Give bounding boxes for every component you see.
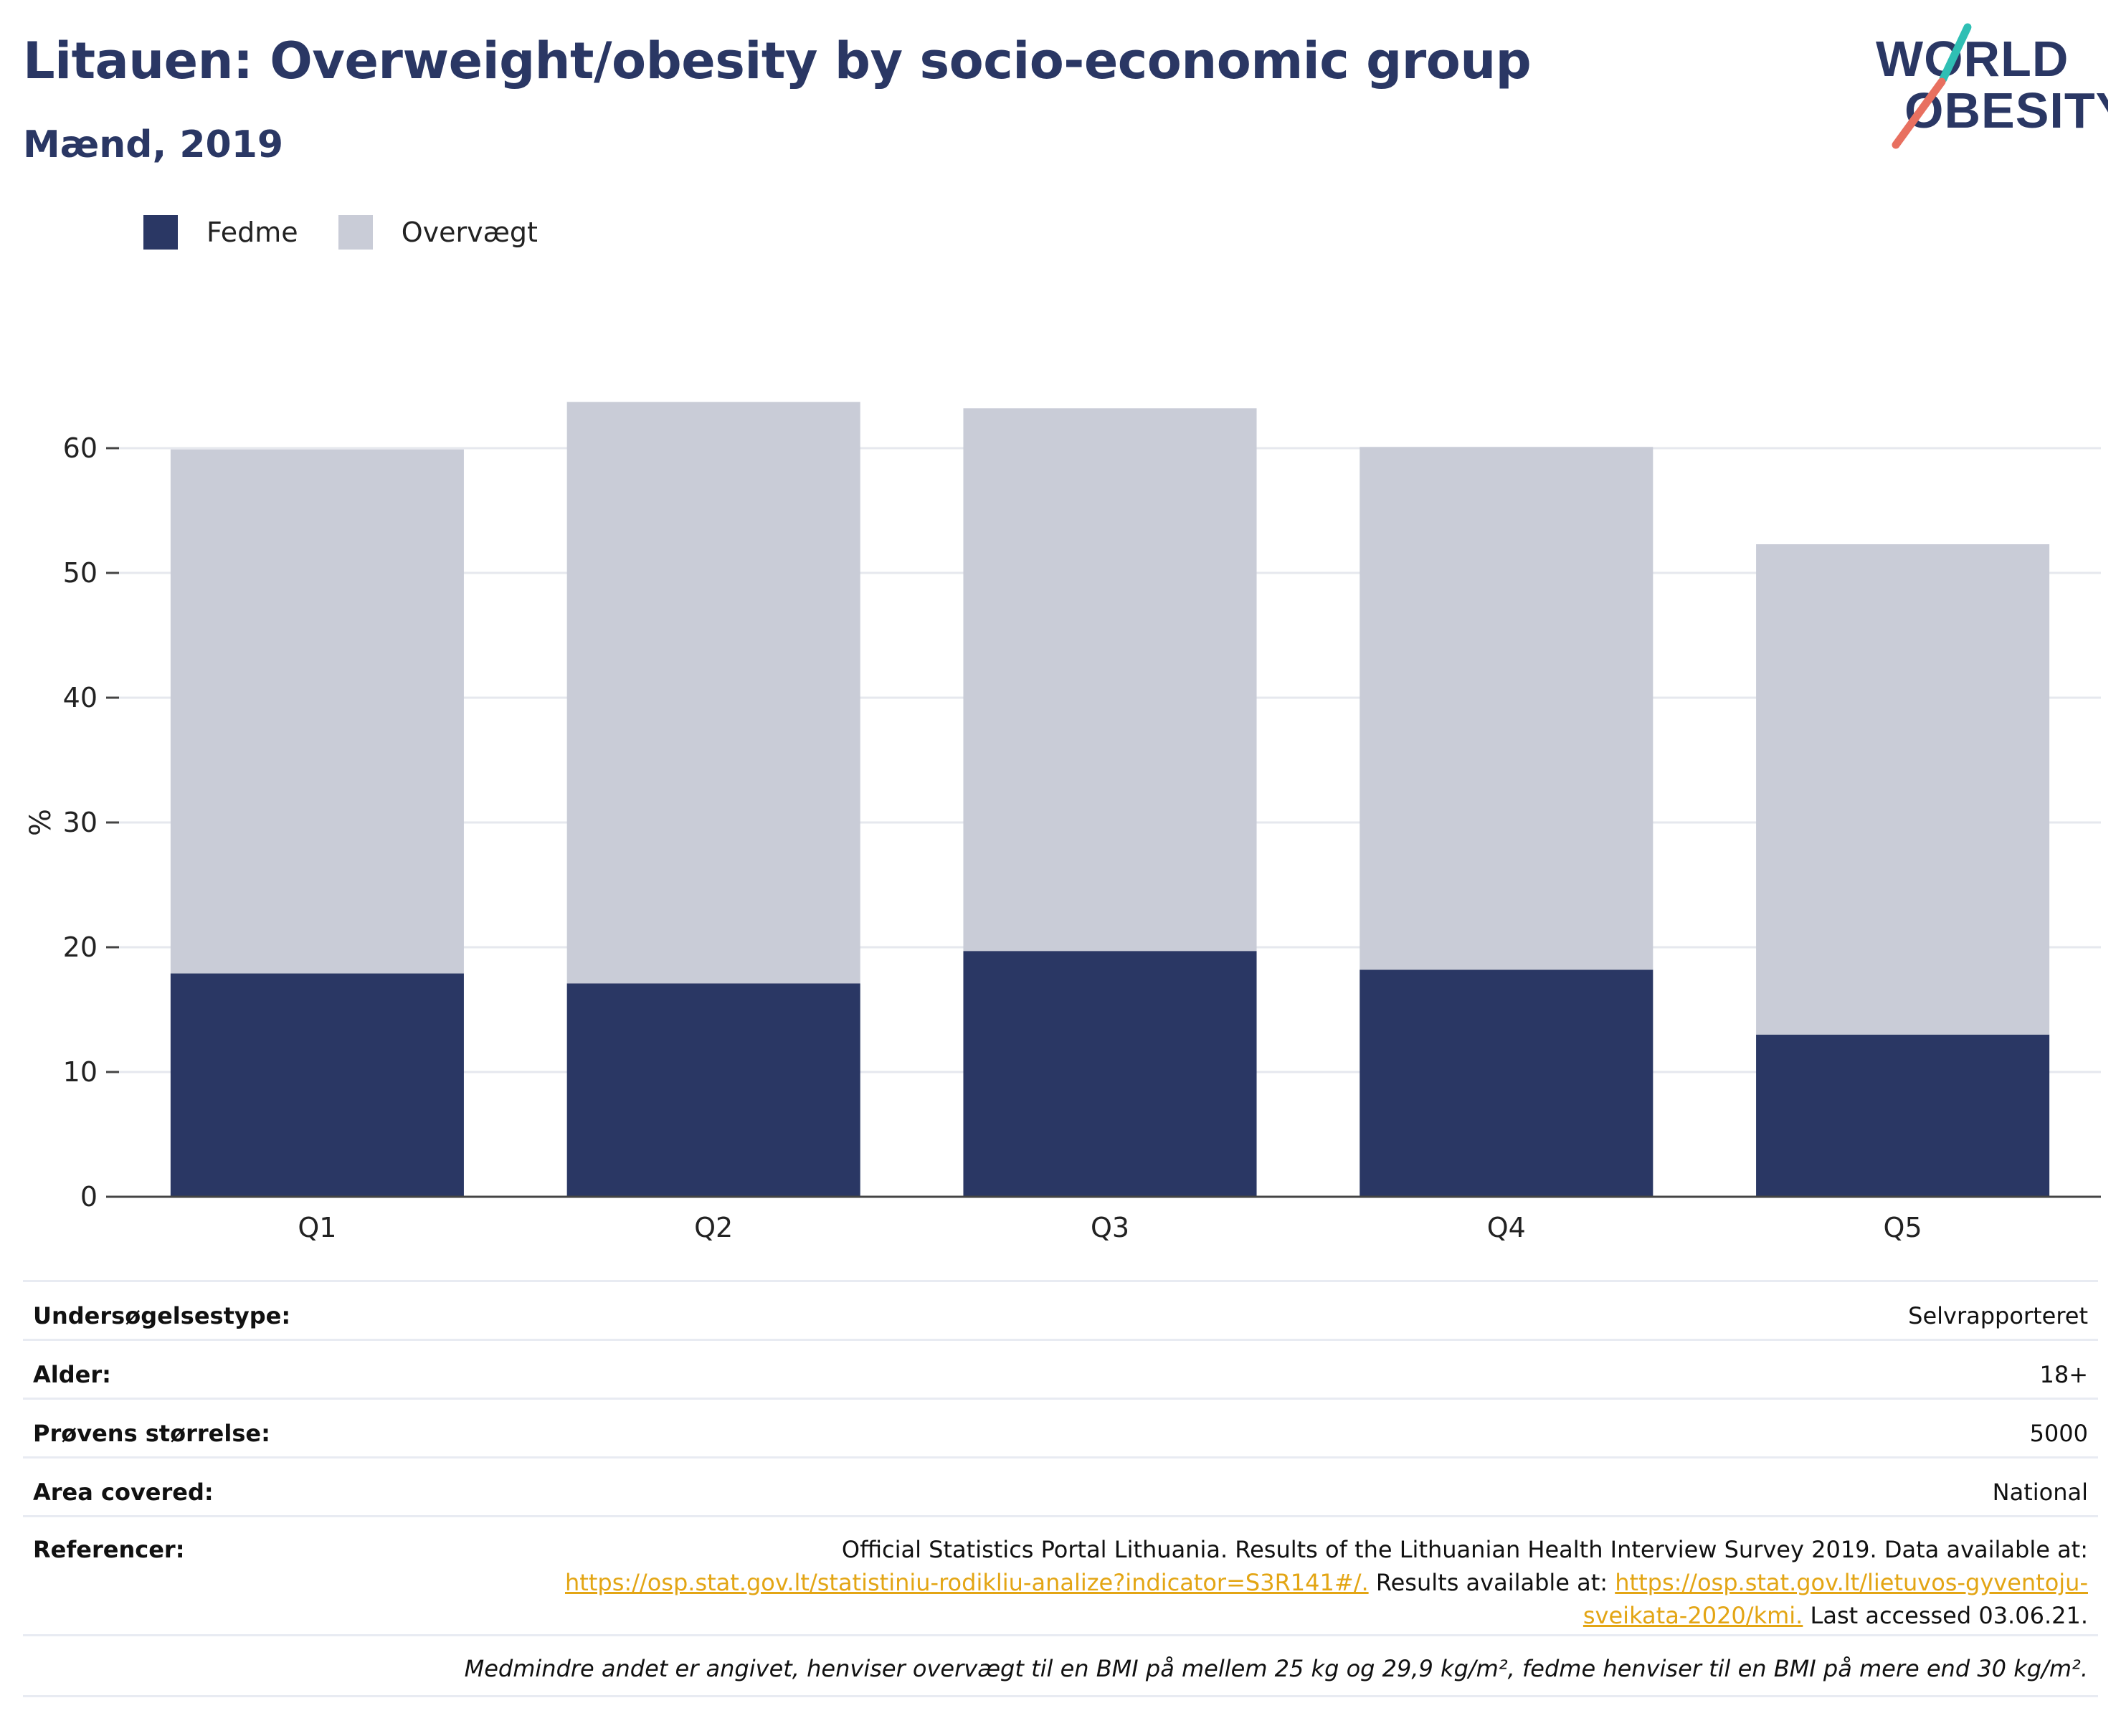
logo-slash-coral xyxy=(1892,77,1946,149)
reference-link-1[interactable]: https://osp.stat.gov.lt/statistiniu-rodi… xyxy=(565,1569,1369,1596)
chart-title: Litauen: Overweight/obesity by socio-eco… xyxy=(23,32,1532,90)
bar-fedme-q4 xyxy=(1360,969,1653,1197)
meta-label: Alder: xyxy=(23,1339,340,1399)
references-text: Official Statistics Portal Lithuania. Re… xyxy=(339,1515,2098,1636)
definition-note: Medmindre andet er angivet, henviser ove… xyxy=(23,1634,2098,1697)
bar-overvaegt-q2 xyxy=(566,402,860,984)
meta-label: Undersøgelsestype: xyxy=(23,1280,340,1340)
bar-overvaegt-q5 xyxy=(1756,544,2050,1035)
y-tick-label: 10 xyxy=(63,1056,98,1088)
logo-text-world: WORLD xyxy=(1876,31,2069,87)
y-tick-label: 50 xyxy=(63,557,98,589)
bar-overvaegt-q3 xyxy=(963,408,1257,952)
meta-row-note: Medmindre andet er angivet, henviser ove… xyxy=(23,1634,2098,1697)
y-axis-title: % xyxy=(24,809,57,836)
bar-fedme-q2 xyxy=(566,983,860,1197)
y-tick-label: 40 xyxy=(63,682,98,713)
meta-value: Selvrapporteret xyxy=(339,1280,2098,1340)
x-tick-label: Q5 xyxy=(1884,1212,1922,1243)
references-text-1: Official Statistics Portal Lithuania. Re… xyxy=(841,1536,2088,1563)
bar-fedme-q1 xyxy=(170,973,464,1197)
legend-item-overvaegt[interactable]: Overvægt xyxy=(338,215,538,250)
stacked-bar-chart: 0 10 20 30 40 50 60 Q1 Q2 Q3 Q4 Q5% xyxy=(24,402,2101,1243)
bar-fedme-q3 xyxy=(963,951,1257,1197)
bar-overvaegt-q1 xyxy=(170,449,464,974)
meta-value: 5000 xyxy=(339,1398,2098,1458)
chart-legend: Fedme Overvægt xyxy=(143,212,578,252)
y-tick-label: 60 xyxy=(63,432,98,464)
references-text-3: Last accessed 03.06.21. xyxy=(1803,1602,2089,1629)
y-tick-label: 0 xyxy=(80,1181,98,1213)
reference-link-2b[interactable]: sveikata-2020/kmi. xyxy=(1583,1602,1803,1629)
meta-value: National xyxy=(339,1456,2098,1517)
meta-row-references: Referencer: Official Statistics Portal L… xyxy=(23,1515,2098,1636)
y-tick-label: 20 xyxy=(63,931,98,963)
meta-label: Area covered: xyxy=(23,1456,340,1517)
x-tick-label: Q2 xyxy=(694,1212,733,1243)
meta-row: Area covered: National xyxy=(23,1456,2098,1517)
meta-row: Undersøgelsestype: Selvrapporteret xyxy=(23,1280,2098,1340)
x-tick-label: Q4 xyxy=(1487,1212,1526,1243)
references-text-2: Results available at: xyxy=(1368,1569,1615,1596)
chart-subtitle: Mænd, 2019 xyxy=(23,123,284,166)
x-tick-label: Q1 xyxy=(298,1212,336,1243)
bar-fedme-q5 xyxy=(1756,1034,2050,1197)
legend-item-fedme[interactable]: Fedme xyxy=(143,215,298,250)
x-tick-label: Q3 xyxy=(1091,1212,1129,1243)
bar-overvaegt-q4 xyxy=(1360,447,1653,970)
meta-row: Alder: 18+ xyxy=(23,1339,2098,1399)
legend-label-fedme: Fedme xyxy=(207,217,298,248)
meta-value: 18+ xyxy=(339,1339,2098,1399)
meta-row: Prøvens størrelse: 5000 xyxy=(23,1398,2098,1458)
reference-link-2a[interactable]: https://osp.stat.gov.lt/lietuvos-gyvento… xyxy=(1615,1569,2088,1596)
meta-label-references: Referencer: xyxy=(23,1515,340,1636)
y-tick-label: 30 xyxy=(63,807,98,838)
legend-swatch-overvaegt xyxy=(338,215,373,250)
legend-label-overvaegt: Overvægt xyxy=(401,217,538,248)
logo-slash-teal xyxy=(1939,23,1972,83)
legend-swatch-fedme xyxy=(143,215,178,250)
metadata-table: Undersøgelsestype: Selvrapporteret Alder… xyxy=(23,1280,2098,1697)
world-obesity-logo: WORLD OBESITY xyxy=(1876,23,2108,149)
meta-label: Prøvens størrelse: xyxy=(23,1398,340,1458)
